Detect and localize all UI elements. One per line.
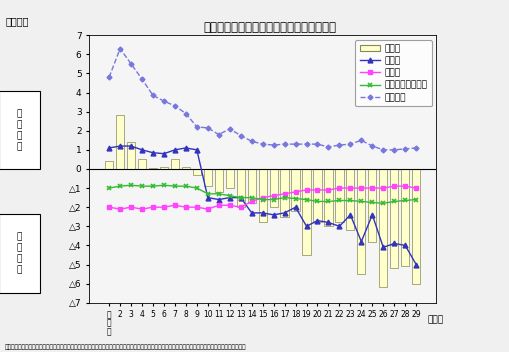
Legend: 合　計, 職業上, 学業上, 結婚・離婚・縁組, 住宅事情: 合 計, 職業上, 学業上, 結婚・離婚・縁組, 住宅事情 <box>354 40 431 106</box>
Bar <box>203 169 212 186</box>
Text: 転
出
超
過: 転 出 超 過 <box>17 232 22 275</box>
Bar <box>269 169 277 207</box>
Bar <box>400 169 409 266</box>
Bar <box>171 159 179 169</box>
Bar <box>159 167 168 169</box>
Bar <box>137 159 146 169</box>
Text: 注）　合計には、「生活環境の利便性」、「自然環境上」、「交通の利便性」、「その他」及び「不詳（日本人移後の配偶・家族）」によるものを含む。: 注） 合計には、「生活環境の利便性」、「自然環境上」、「交通の利便性」、「その他… <box>5 345 246 350</box>
Bar <box>192 169 201 175</box>
Bar <box>411 169 419 284</box>
Bar <box>280 169 288 217</box>
Title: 日本人の主な移動理由別転入転出差の推移: 日本人の主な移動理由別転入転出差の推移 <box>203 21 335 34</box>
Bar <box>346 169 354 230</box>
Bar <box>225 169 234 188</box>
Text: （千人）: （千人） <box>5 16 29 26</box>
Bar <box>181 167 190 169</box>
Bar <box>258 169 266 222</box>
Bar <box>291 169 299 211</box>
Bar <box>356 169 365 274</box>
Bar <box>236 169 244 207</box>
Bar <box>334 169 343 222</box>
Text: （年）: （年） <box>427 315 443 324</box>
Bar <box>313 169 321 222</box>
Bar <box>367 169 376 241</box>
Bar <box>324 169 332 226</box>
Bar <box>378 169 387 288</box>
Bar <box>247 169 256 203</box>
Bar <box>116 115 124 169</box>
Bar <box>389 169 398 268</box>
Bar <box>214 169 222 192</box>
Bar <box>127 142 135 169</box>
Bar <box>149 168 157 169</box>
Text: 転
入
超
過: 転 入 超 過 <box>17 109 22 151</box>
Bar <box>302 169 310 255</box>
Bar <box>105 161 113 169</box>
